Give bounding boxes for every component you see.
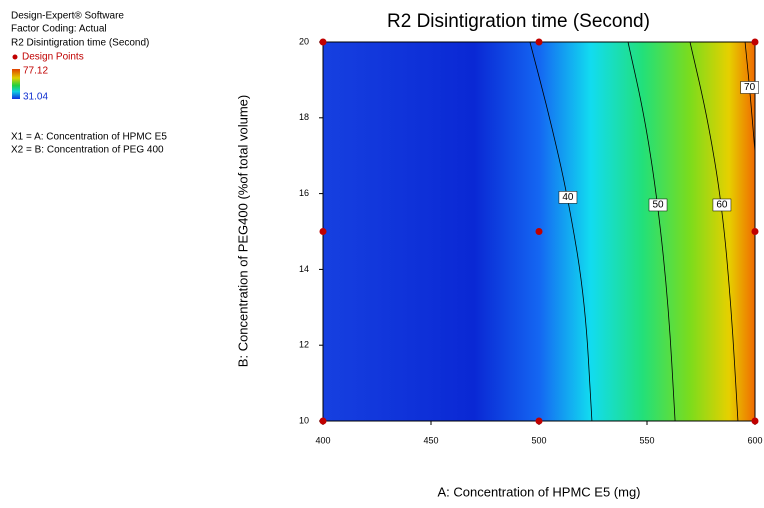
contour-label-box	[712, 198, 732, 212]
contour-line	[689, 41, 739, 422]
x-tick-label: 400	[315, 435, 330, 445]
y-tick-label: 16	[299, 188, 309, 198]
x-tick-label: 450	[423, 435, 438, 445]
info-line: Design-Expert® Software	[11, 11, 124, 22]
scale-min: 31.04	[23, 92, 48, 103]
y-tick-label: 18	[299, 112, 309, 122]
design-point	[535, 38, 543, 46]
design-point	[751, 38, 759, 46]
factor-line: X1 = A: Concentration of HPMC E5	[11, 132, 167, 143]
y-axis-label: B: Concentration of PEG400 (%of total vo…	[235, 95, 250, 367]
contour-line	[744, 41, 756, 152]
design-point	[319, 38, 327, 46]
factor-line: X2 = B: Concentration of PEG 400	[11, 145, 164, 156]
design-point	[535, 417, 543, 425]
info-line: Factor Coding: Actual	[11, 24, 107, 35]
design-point	[751, 417, 759, 425]
color-scale	[12, 69, 20, 99]
x-axis-label: A: Concentration of HPMC E5 (mg)	[437, 484, 640, 499]
contour-label-box	[648, 198, 668, 212]
y-tick-label: 12	[299, 340, 309, 350]
contour-label: 60	[716, 200, 728, 211]
contour-line	[627, 41, 676, 422]
contour-line	[529, 41, 593, 422]
y-tick-label: 10	[299, 415, 309, 425]
legend-marker	[12, 54, 18, 60]
contour-label: 70	[744, 82, 756, 93]
x-tick-label: 600	[747, 435, 762, 445]
contour-label-box	[740, 81, 759, 94]
contour-label: 50	[652, 200, 664, 211]
x-tick-label: 550	[639, 435, 654, 445]
design-point	[751, 228, 759, 235]
design-point	[319, 417, 327, 425]
x-tick-label: 500	[531, 435, 546, 445]
y-tick-label: 20	[299, 36, 309, 46]
contour-label: 40	[562, 192, 574, 203]
legend-label: Design Points	[22, 52, 84, 63]
info-line: R2 Disintigration time (Second)	[11, 38, 149, 49]
chart-title: R2 Disintigration time (Second)	[387, 11, 650, 32]
scale-max: 77.12	[23, 66, 48, 77]
design-point	[319, 228, 327, 235]
design-point	[535, 228, 543, 235]
y-tick-label: 14	[299, 264, 309, 274]
contour-label-box	[558, 191, 578, 204]
